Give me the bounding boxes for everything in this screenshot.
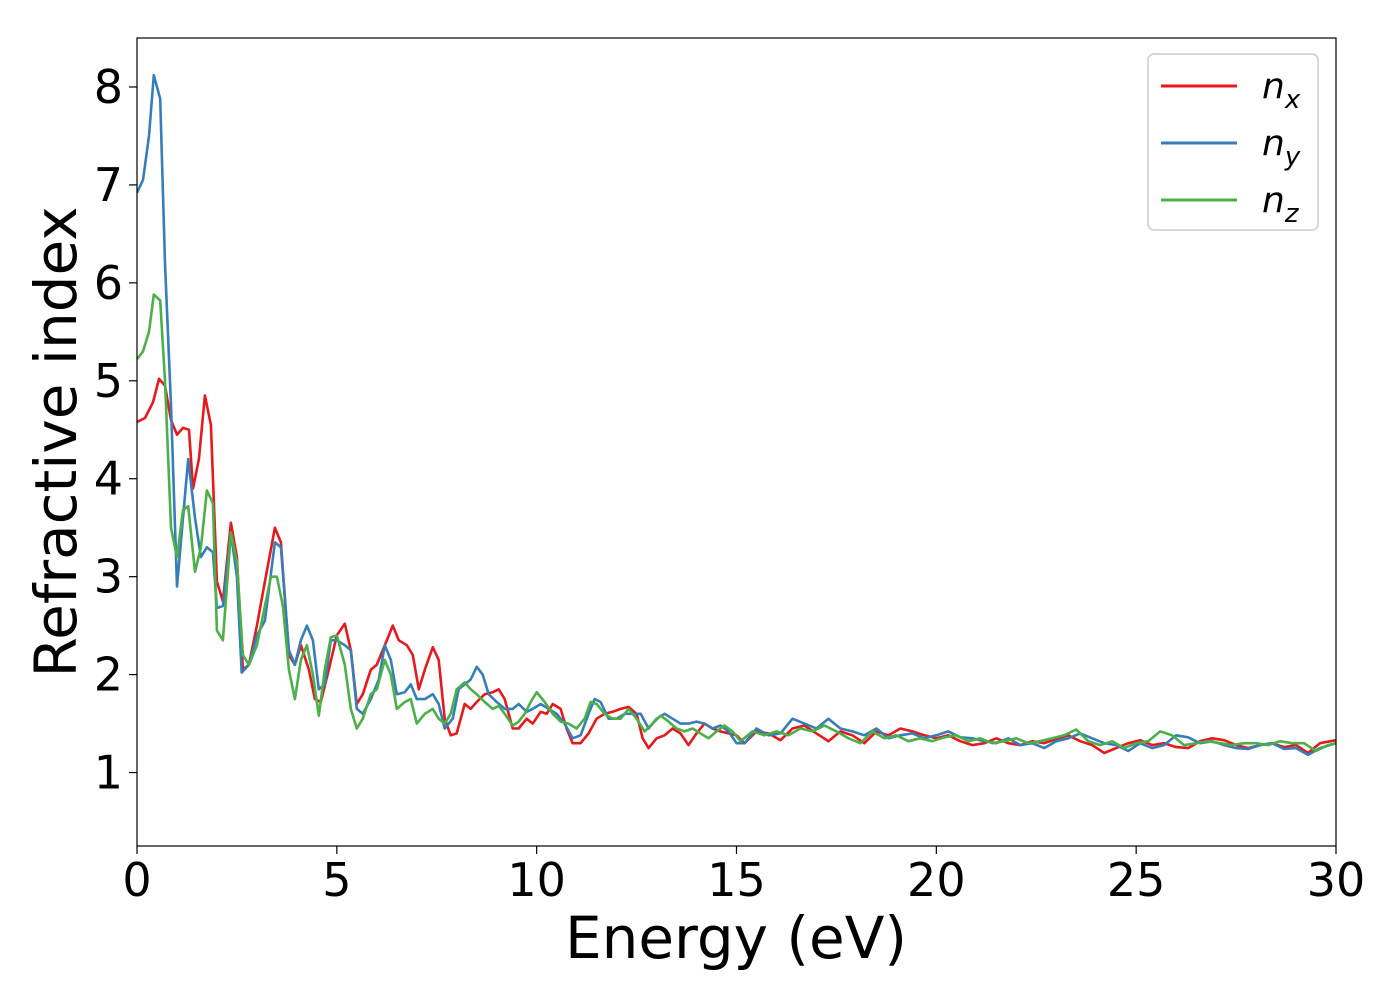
- y-tick-label: 2: [94, 648, 123, 702]
- legend-label-base: n: [1262, 180, 1285, 221]
- legend-label-base: n: [1262, 66, 1285, 107]
- y-axis-label: Refractive index: [22, 206, 90, 677]
- legend-label-nx: nx: [1262, 66, 1301, 115]
- y-tick-label: 6: [94, 256, 123, 310]
- legend-label-subscript: z: [1284, 199, 1300, 229]
- x-tick-label: 0: [122, 853, 151, 907]
- x-axis-label: Energy (eV): [565, 904, 907, 972]
- legend-label-subscript: x: [1284, 85, 1301, 115]
- series-line-ny: [137, 73, 1336, 757]
- series-line-nz: [137, 293, 1336, 753]
- y-tick-label: 4: [94, 452, 123, 506]
- x-axis-ticks: 0 5 10 15 20 25 30: [122, 846, 1365, 907]
- y-tick-label: 7: [94, 158, 123, 212]
- y-tick-label: 5: [94, 354, 123, 408]
- y-tick-label: 3: [94, 550, 123, 604]
- x-tick-label: 5: [322, 853, 351, 907]
- x-tick-label: 15: [707, 853, 766, 907]
- y-tick-label: 1: [94, 746, 123, 800]
- y-tick-label: 8: [94, 60, 123, 114]
- legend-label-base: n: [1262, 123, 1285, 164]
- x-tick-label: 25: [1107, 853, 1166, 907]
- legend-label-nz: nz: [1262, 180, 1300, 229]
- x-tick-label: 20: [907, 853, 966, 907]
- series-layer: [137, 73, 1336, 757]
- x-tick-label: 30: [1307, 853, 1366, 907]
- legend-label-ny: ny: [1262, 123, 1301, 172]
- x-tick-label: 10: [507, 853, 566, 907]
- y-axis-ticks: 1 2 3 4 5 6 7 8: [94, 60, 137, 800]
- legend-label-subscript: y: [1284, 142, 1301, 172]
